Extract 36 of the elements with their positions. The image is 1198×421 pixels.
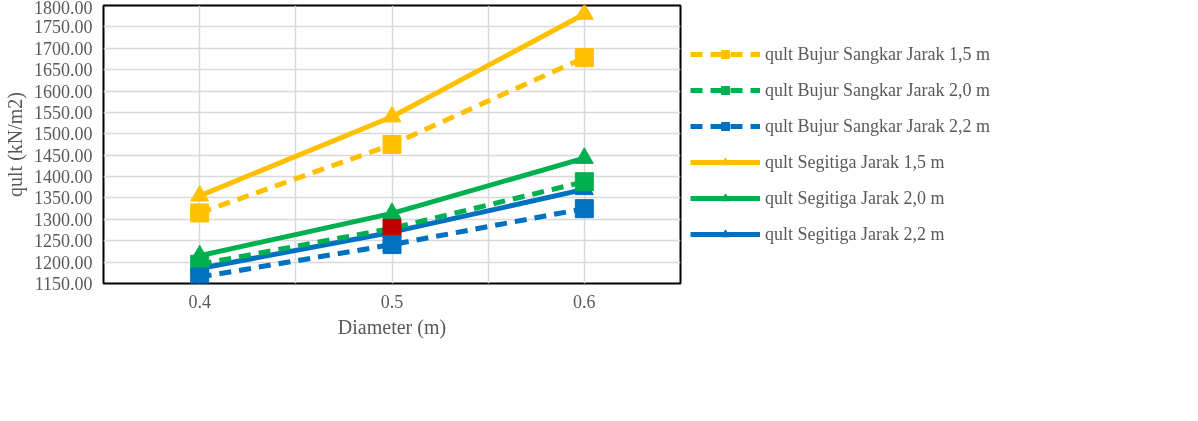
point	[382, 105, 402, 123]
legend-label: qult Segitiga Jarak 2,0 m	[765, 186, 945, 210]
legend-label: qult Segitiga Jarak 2,2 m	[765, 222, 945, 246]
y-tick-label: 1250.00	[34, 231, 93, 252]
point	[382, 202, 402, 220]
y-tick-label: 1750.00	[34, 17, 93, 38]
y-tick-label: 1450.00	[34, 145, 93, 166]
point	[382, 235, 402, 255]
point	[574, 199, 594, 219]
point	[574, 5, 594, 20]
y-tick-label: 1600.00	[34, 81, 93, 102]
x-tick-label: 0.5	[380, 291, 404, 312]
point	[190, 184, 210, 202]
y-tick-label: 1350.00	[34, 188, 93, 209]
y-tick-label: 1300.00	[34, 209, 93, 230]
y-tick-label: 1500.00	[34, 124, 93, 145]
legend-label: qult Bujur Sangkar Jarak 2,2 m	[765, 114, 990, 138]
y-tick-label: 1400.00	[34, 167, 93, 188]
point	[574, 48, 594, 68]
legend-label: qult Bujur Sangkar Jarak 2,0 m	[765, 78, 990, 102]
legend-label: qult Segitiga Jarak 1,5 m	[765, 150, 945, 174]
y-axis-title: qult (kN/m2)	[4, 92, 27, 197]
y-tick-label: 1650.00	[34, 60, 93, 81]
y-tick-label: 1800.00	[34, 0, 93, 18]
y-tick-label: 1700.00	[34, 38, 93, 59]
point	[382, 135, 402, 154]
y-tick-label: 1550.00	[34, 102, 93, 123]
point	[574, 147, 594, 164]
point	[190, 203, 210, 223]
x-axis-title: Diameter (m)	[337, 315, 447, 339]
y-tick-label: 1150.00	[34, 274, 93, 294]
x-tick-label: 0.6	[573, 291, 596, 312]
x-tick-label: 0.4	[188, 291, 211, 312]
legend-label: qult Bujur Sangkar Jarak 1,5 m	[765, 42, 990, 66]
point	[190, 267, 210, 284]
y-tick-label: 1200.00	[34, 252, 93, 273]
